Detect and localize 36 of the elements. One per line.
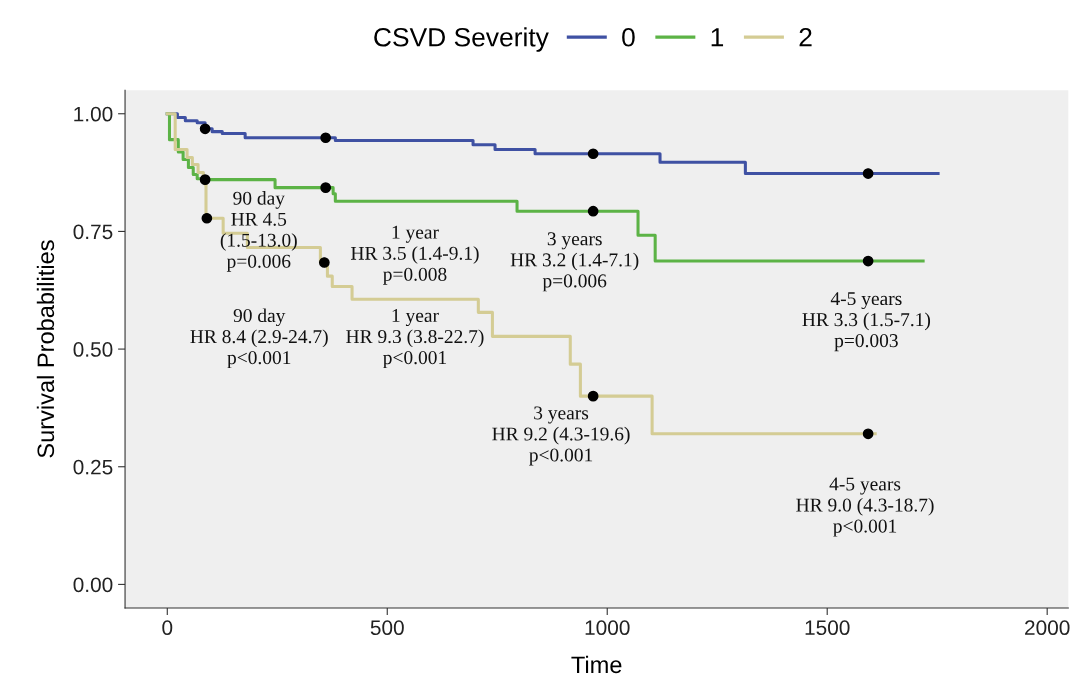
point — [199, 123, 211, 135]
y-tick-label: 0.75 — [73, 224, 113, 240]
y-axis-title: Survival Probabilities — [36, 240, 55, 458]
point — [587, 148, 599, 160]
legend-label: 2 — [799, 27, 812, 47]
point — [320, 132, 332, 144]
annotation: 4-5 years HR 3.3 (1.5-7.1) p=0.003 — [802, 292, 931, 352]
annotation: 90 day HR 4.5 (1.5-13.0) p=0.006 — [220, 191, 297, 272]
annotation: 4-5 years HR 9.0 (4.3-18.7) p<0.001 — [796, 477, 934, 537]
y-tick-label: 0.00 — [73, 577, 113, 593]
point — [862, 255, 874, 267]
annotation: 90 day HR 8.4 (2.9-24.7) p<0.001 — [190, 308, 328, 369]
point — [318, 257, 330, 268]
annotation: 3 years HR 9.2 (4.3-19.6) p<0.001 — [492, 406, 630, 466]
point — [862, 168, 874, 179]
point — [201, 212, 213, 224]
point — [199, 174, 211, 185]
y-tick-label: 0.25 — [73, 459, 113, 475]
legend-label: 1 — [711, 28, 724, 47]
x-axis-title: Time — [571, 655, 622, 674]
y-tick-label: 0.50 — [73, 342, 113, 357]
legend-title: CSVD Severity — [374, 27, 549, 52]
point — [587, 390, 599, 402]
x-tick-label: 500 — [370, 620, 404, 636]
point — [320, 182, 332, 193]
x-tick-label: 0 — [162, 620, 173, 636]
annotation: 3 years HR 3.2 (1.4-7.1) p=0.006 — [510, 232, 639, 292]
x-tick-label: 2000 — [1025, 620, 1070, 636]
x-tick-label: 1000 — [585, 620, 630, 636]
annotation: 1 year HR 9.3 (3.8-22.7) p<0.001 — [346, 309, 484, 369]
point — [587, 205, 599, 217]
legend-label: 0 — [622, 27, 635, 47]
annotation: 1 year HR 3.5 (1.4-9.1) p=0.008 — [351, 225, 479, 285]
point — [862, 428, 874, 440]
y-tick-label: 1.00 — [74, 106, 113, 122]
x-tick-label: 1500 — [805, 620, 850, 636]
